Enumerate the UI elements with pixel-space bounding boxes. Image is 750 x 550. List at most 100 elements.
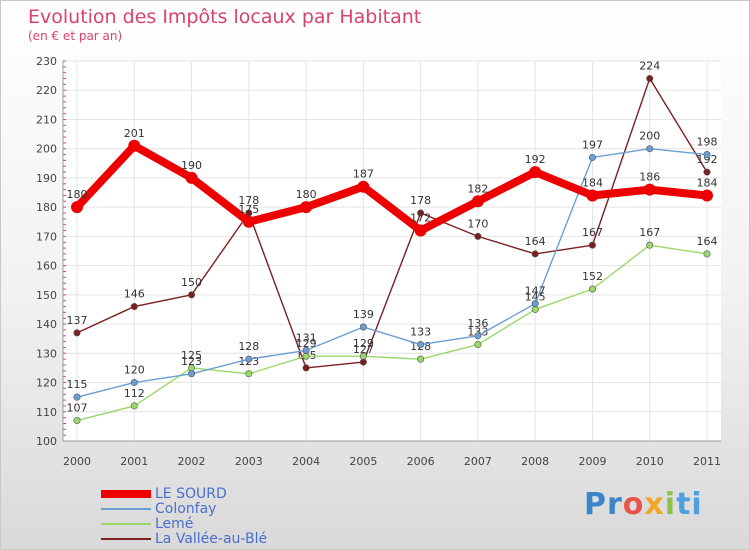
data-label: 190 [181,159,202,172]
legend-item-leme[interactable]: Lemé [101,516,193,532]
data-point [130,379,138,387]
x-tick-label: 2000 [63,455,91,468]
plot-area [63,61,721,441]
data-point [188,370,196,378]
data-label: 146 [124,288,145,301]
y-tick-label: 140 [36,318,57,331]
data-point [128,139,141,152]
data-label: 137 [67,314,88,327]
data-point [414,224,427,237]
data-point [359,358,367,366]
x-tick-label: 2011 [693,455,721,468]
data-point [646,145,654,153]
data-label: 164 [525,235,546,248]
x-tick-label: 2006 [407,455,435,468]
x-tick-label: 2004 [292,455,320,468]
legend-item-colonfay[interactable]: Colonfay [101,501,216,517]
data-label: 175 [238,203,259,216]
data-label: 107 [67,402,88,415]
legend-label-la-vallee-au-ble: La Vallée-au-Blé [155,531,268,547]
data-label: 136 [467,317,488,330]
data-point [474,332,482,340]
x-tick-label: 2008 [521,455,549,468]
data-point [73,417,81,425]
data-label: 192 [697,153,718,166]
data-label: 133 [467,326,488,339]
y-tick-label: 120 [36,377,57,390]
data-point [588,241,596,249]
data-point [130,303,138,311]
data-point [130,402,138,410]
data-point [586,189,599,202]
data-point [73,329,81,337]
data-point [474,341,482,349]
chart-subtitle: (en € et par an) [28,29,123,43]
y-tick-label: 210 [36,113,57,126]
legend-swatch-leme [101,523,151,525]
data-point [529,166,542,179]
data-label: 112 [124,387,145,400]
data-label: 129 [353,337,374,350]
legend-label-leme: Lemé [155,516,194,532]
data-label: 192 [525,153,546,166]
data-label: 123 [181,355,202,368]
y-tick-label: 190 [36,172,57,185]
data-point [359,323,367,331]
data-point [300,201,313,214]
x-tick-label: 2003 [235,455,263,468]
data-point [703,151,711,159]
data-label: 128 [238,340,259,353]
data-point [73,393,81,401]
proxiti-logo: Proxiti [584,487,703,522]
legend-item-la-vallee-au-ble[interactable]: La Vallée-au-Blé [101,531,267,547]
data-label: 178 [238,194,259,207]
data-label: 201 [124,127,145,140]
data-point [643,183,656,196]
series-line-1 [76,147,708,398]
data-point [357,180,370,193]
data-point [302,352,310,360]
data-label: 133 [410,326,431,339]
data-point [242,215,255,228]
data-point [588,285,596,293]
legend-label-colonfay: Colonfay [155,501,217,517]
x-tick-label: 2005 [349,455,377,468]
data-label: 129 [296,337,317,350]
data-point [185,171,198,184]
data-point [531,305,539,313]
data-label: 164 [697,235,718,248]
data-point [701,189,713,202]
x-tick-label: 2010 [636,455,664,468]
data-point [359,352,367,360]
data-point [703,250,711,258]
data-label: 115 [67,378,88,391]
y-tick-label: 170 [36,230,57,243]
data-point [474,232,482,240]
data-label: 224 [639,60,660,73]
data-label: 184 [697,176,718,189]
data-label: 167 [582,226,603,239]
legend-item-le-sourd[interactable]: LE SOURD [101,486,227,502]
data-label: 198 [697,136,718,149]
data-label: 127 [353,343,374,356]
data-label: 172 [410,212,431,225]
x-tick-label: 2009 [578,455,606,468]
series-line-2 [76,244,708,422]
y-tick-label: 220 [36,84,57,97]
series-line-0 [73,141,711,235]
data-point [417,341,425,349]
data-label: 139 [353,308,374,321]
data-point [245,355,253,363]
data-label: 187 [353,168,374,181]
y-tick-label: 150 [36,289,57,302]
data-label: 180 [296,188,317,201]
data-label: 131 [296,331,317,344]
data-point [646,75,654,83]
data-point [302,364,310,372]
y-tick-label: 230 [36,55,57,68]
data-label: 186 [639,171,660,184]
data-point [71,201,83,214]
legend-swatch-le-sourd [101,490,151,498]
